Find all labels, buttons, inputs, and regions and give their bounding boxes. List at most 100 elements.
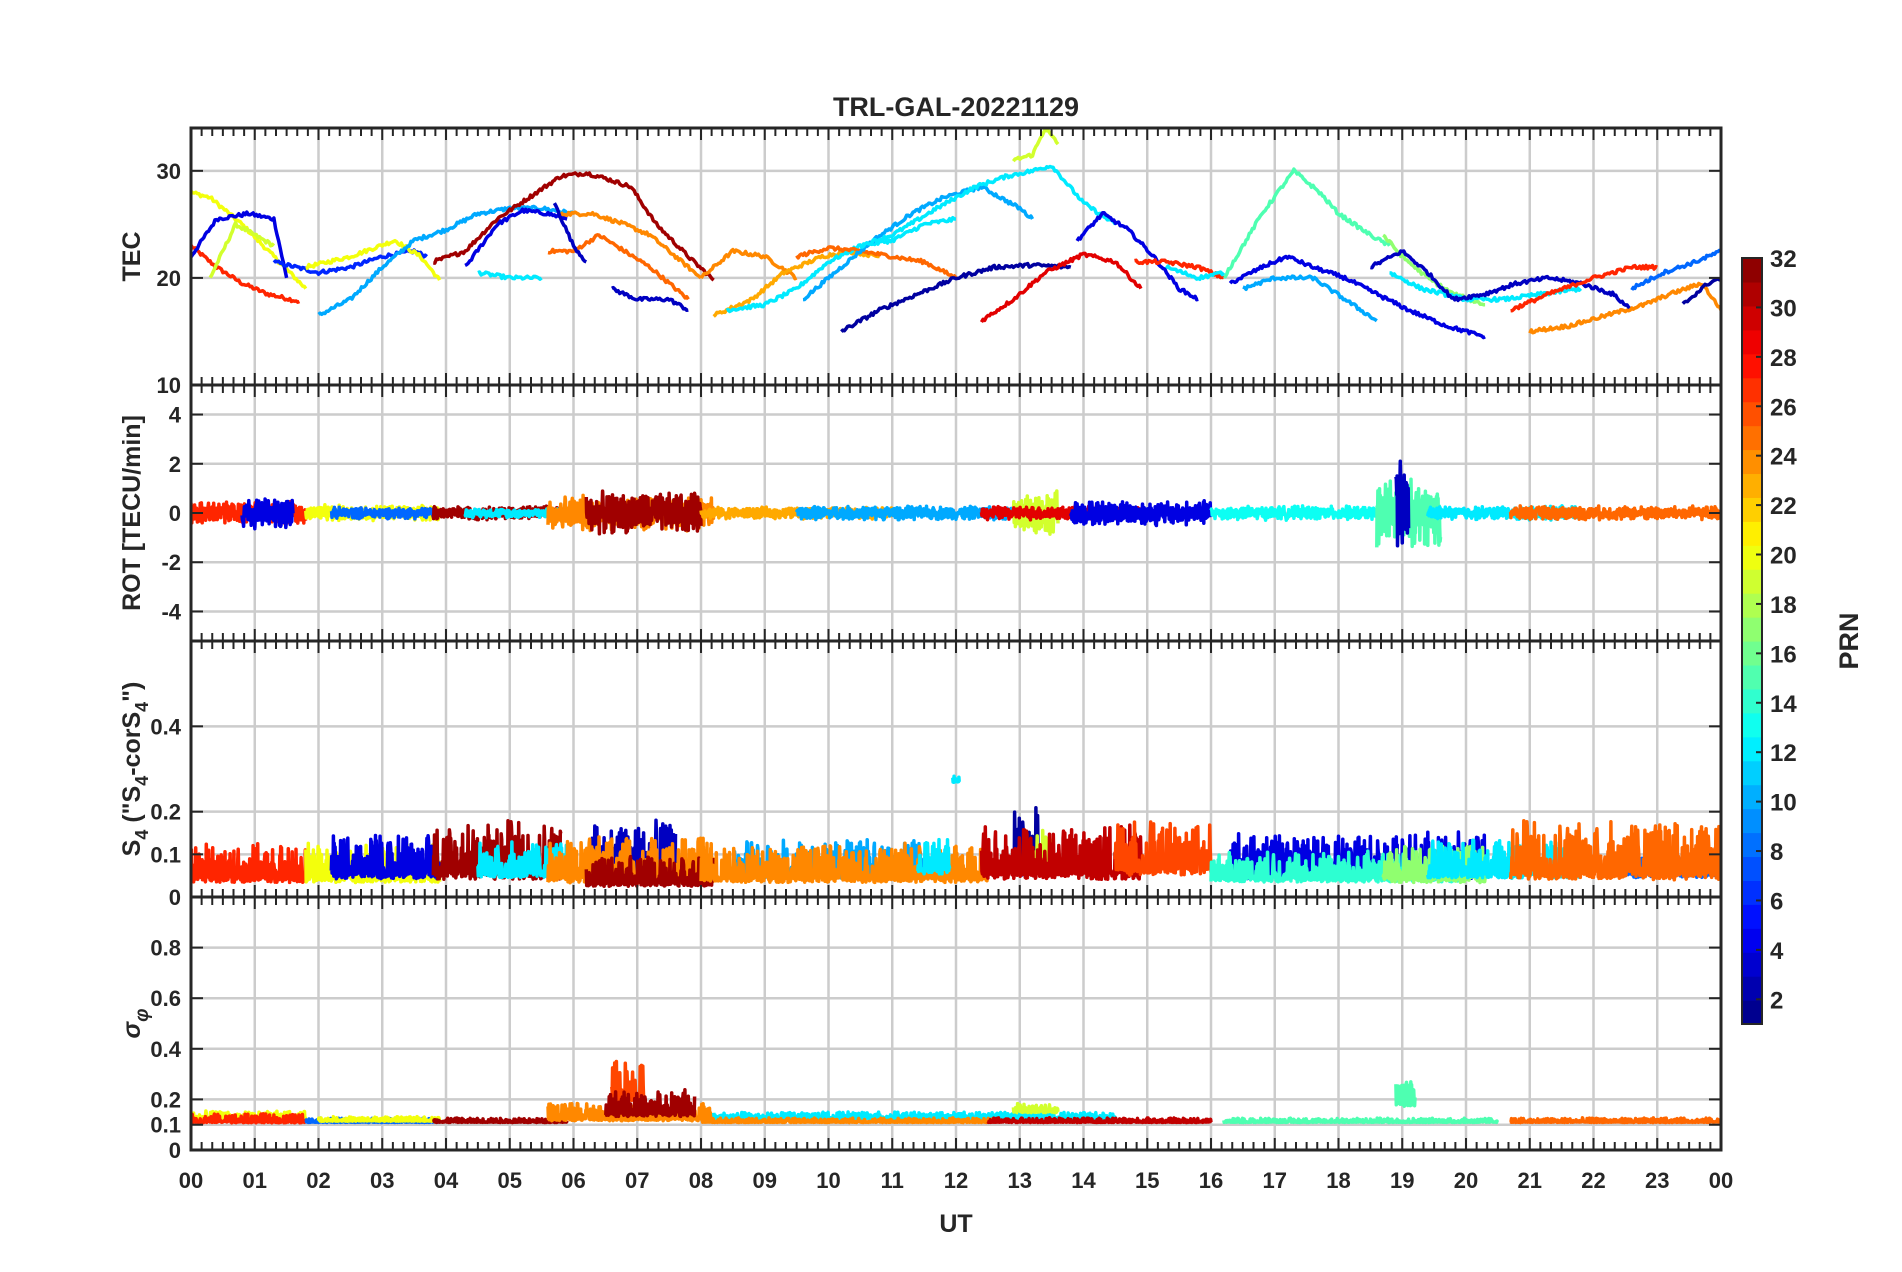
y-tick-label: -4 (161, 599, 181, 624)
series-prn-2 (840, 261, 1072, 333)
colorbar-segment (1742, 497, 1762, 522)
series-prn-12 (477, 270, 543, 281)
x-tick-label: 05 (498, 1168, 522, 1193)
series-prn-27 (1510, 263, 1658, 313)
y-tick-label: 0.2 (150, 800, 181, 825)
colorbar-tick-label: 24 (1770, 444, 1797, 471)
x-ticks-rot (190, 385, 1722, 641)
series-prn-20 (316, 1114, 442, 1123)
series-group-s4 (191, 774, 1721, 888)
colorbar-segment (1742, 281, 1762, 307)
series-prn-24 (699, 247, 798, 281)
colorbar-segment (1742, 808, 1762, 834)
x-tick-label: 19 (1390, 1168, 1414, 1193)
series-prn-31 (431, 819, 563, 881)
colorbar-segment (1742, 928, 1762, 953)
colorbar-segment (1742, 952, 1762, 977)
y-tick-label: 0.1 (150, 842, 181, 867)
series-prn-3 (1370, 249, 1633, 312)
colorbar-segment (1742, 617, 1762, 642)
series-prn-12 (951, 774, 961, 785)
y-tick-label: 0 (169, 885, 181, 910)
series-prn-4 (464, 207, 568, 267)
series-prn-31 (433, 171, 715, 282)
x-tick-label: 08 (689, 1168, 713, 1193)
series-prn-3 (611, 285, 689, 313)
colorbar-tick-label: 16 (1770, 641, 1797, 668)
series-prn-20 (305, 238, 442, 281)
series-prn-31 (584, 489, 703, 536)
y-tick-label: 10 (157, 373, 181, 398)
series-prn-8 (329, 505, 436, 521)
colorbar-segment (1742, 473, 1762, 498)
colorbar-label: PRN (1834, 612, 1864, 669)
series-prn-15 (1222, 1116, 1500, 1125)
series-prn-19 (1012, 128, 1060, 163)
series-prn-8 (1630, 248, 1721, 291)
series-prn-25 (547, 233, 690, 301)
x-tick-label: 21 (1518, 1168, 1542, 1193)
colorbar-segment (1742, 904, 1762, 929)
y-tick-label: 0.8 (150, 936, 181, 961)
colorbar-tick-label: 8 (1770, 839, 1783, 866)
y-tick-label: 0.4 (150, 1037, 181, 1062)
series-prn-24 (1528, 281, 1721, 335)
series-prn-4 (240, 497, 295, 531)
colorbar-segment (1742, 856, 1762, 881)
series-prn-26 (1113, 820, 1213, 877)
y-tick-label: 2 (169, 452, 181, 477)
colorbar-tick-label: 28 (1770, 345, 1797, 372)
colorbar-tick-label: 30 (1770, 295, 1797, 322)
series-group-rot (191, 459, 1721, 549)
x-tick-label: 15 (1135, 1168, 1159, 1193)
colorbar-segment (1742, 377, 1762, 403)
y-tick-label: 0.6 (150, 986, 181, 1011)
x-tick-label: 07 (625, 1168, 649, 1193)
y-tick-label: -2 (161, 550, 181, 575)
series-prn-31 (584, 854, 716, 888)
colorbar-segment (1742, 880, 1762, 905)
series-prn-24 (559, 210, 703, 280)
series-prn-30 (979, 823, 1143, 882)
x-tick-label: 23 (1645, 1168, 1669, 1193)
panel-sigma: 00.10.2 0.4 0.6 0.8 σφ (118, 895, 1723, 1163)
series-prn-27 (191, 1112, 308, 1125)
series-prn-27 (191, 244, 301, 304)
x-axis-label: UT (939, 1210, 972, 1238)
series-prn-29 (979, 251, 1143, 323)
colorbar-segment (1742, 784, 1762, 810)
y-tick-label: 0.1 (150, 1113, 181, 1138)
series-prn-10 (1242, 274, 1378, 323)
y-axis-label-s4: S4 ("S4-corS4") (118, 682, 152, 857)
colorbar-tick-label: 26 (1770, 394, 1797, 421)
series-group-sigma (191, 1059, 1721, 1125)
y-tick-label: 30 (157, 159, 181, 184)
x-tick-label: 02 (306, 1168, 330, 1193)
y-tick-label: 0.4 (150, 714, 181, 739)
y-tick-label: 0.2 (150, 1087, 181, 1112)
series-prn-13 (1209, 504, 1379, 522)
series-prn-31 (431, 1116, 569, 1125)
colorbar-segment (1742, 736, 1762, 762)
colorbar-segment (1742, 760, 1762, 786)
colorbar-tick-label: 20 (1770, 543, 1797, 570)
colorbar-segment (1742, 521, 1762, 546)
series-prn-19 (208, 220, 276, 279)
colorbar-tick-label: 22 (1770, 493, 1797, 520)
colorbar-tick-label: 6 (1770, 888, 1783, 915)
colorbar-tick-label: 2 (1770, 987, 1783, 1014)
y-tick-label: 20 (157, 266, 181, 291)
series-prn-4 (1069, 498, 1213, 528)
x-tick-label: 00 (179, 1168, 203, 1193)
x-tick-label: 20 (1454, 1168, 1478, 1193)
x-ticks-tec (190, 128, 1722, 385)
colorbar-tick-label: 4 (1770, 938, 1784, 965)
series-prn-25 (1508, 819, 1721, 882)
colorbar-tick-label: 10 (1770, 790, 1797, 817)
y-axis-label-sigma: σφ (118, 1009, 153, 1039)
x-ticks-sigma (190, 897, 1722, 1150)
series-prn-15 (1394, 1080, 1417, 1108)
